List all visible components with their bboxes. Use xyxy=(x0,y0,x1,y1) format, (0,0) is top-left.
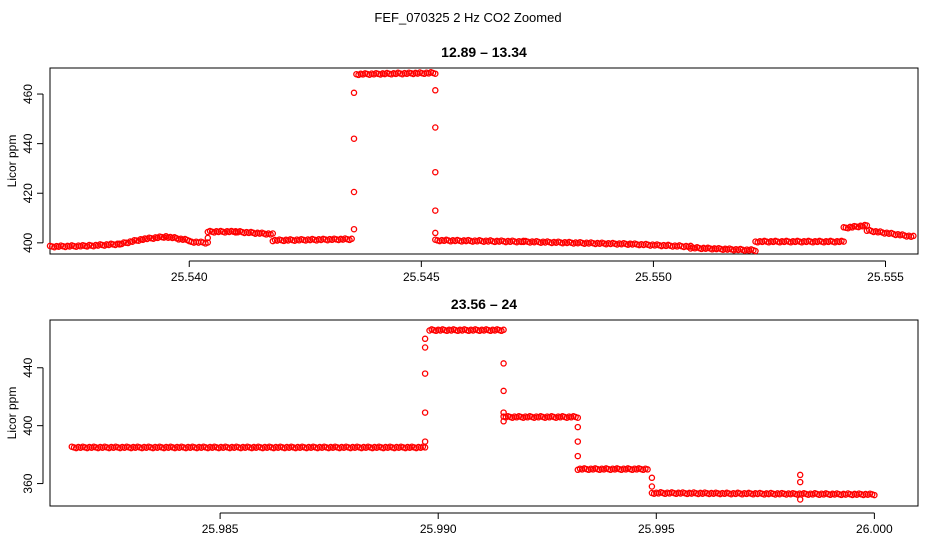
top-x-tick-label: 25.555 xyxy=(867,270,904,284)
top-panel-title: 12.89 – 13.34 xyxy=(441,44,527,60)
top-data-point xyxy=(204,234,212,242)
top-x-axis: 25.540 25.545 25.550 25.555 xyxy=(171,260,904,284)
top-plot-frame xyxy=(49,67,919,255)
top-data-point xyxy=(432,229,439,237)
bottom-data-point xyxy=(421,344,429,351)
top-series-points xyxy=(46,69,917,255)
top-data-point xyxy=(432,70,439,77)
bottom-y-tick-label: 360 xyxy=(21,473,35,493)
top-y-tick-label: 420 xyxy=(21,183,35,203)
top-data-point xyxy=(269,230,277,237)
top-y-tick-label: 460 xyxy=(21,84,35,104)
bottom-data-point xyxy=(871,491,878,499)
bottom-data-point xyxy=(574,423,582,431)
bottom-series-points xyxy=(68,326,878,503)
top-data-point xyxy=(432,168,439,176)
bottom-data-point xyxy=(500,409,507,416)
top-x-tick-label: 25.545 xyxy=(403,270,440,284)
top-data-point xyxy=(348,235,355,243)
bottom-y-axis: 360 400 440 xyxy=(21,357,44,494)
top-data-point xyxy=(350,188,358,196)
bottom-x-tick-label: 25.990 xyxy=(420,522,457,536)
bottom-data-point xyxy=(574,414,582,421)
top-data-point xyxy=(120,239,128,246)
bottom-x-axis: 25.985 25.990 25.995 26.000 xyxy=(202,512,893,536)
bottom-x-tick-label: 25.985 xyxy=(202,522,239,536)
bottom-data-point xyxy=(574,438,582,445)
bottom-data-point xyxy=(574,452,582,460)
bottom-x-tick-label: 26.000 xyxy=(856,522,893,536)
bottom-y-tick-label: 400 xyxy=(21,415,35,435)
bottom-y-axis-title: Licor ppm xyxy=(5,387,19,440)
bottom-data-point xyxy=(500,418,507,425)
top-data-point xyxy=(432,124,439,131)
bottom-y-tick-label: 440 xyxy=(21,357,35,377)
bottom-data-point xyxy=(644,466,651,473)
bottom-data-point xyxy=(648,483,656,490)
bottom-data-point xyxy=(796,471,804,479)
bottom-data-point xyxy=(421,370,429,377)
bottom-data-point xyxy=(648,474,656,482)
bottom-data-point xyxy=(421,409,429,416)
top-y-axis-title: Licor ppm xyxy=(5,135,19,188)
top-x-tick-label: 25.540 xyxy=(171,270,208,284)
bottom-data-point xyxy=(500,326,507,334)
bottom-data-point xyxy=(500,387,507,395)
bottom-data-point xyxy=(796,478,804,486)
bottom-plot-frame xyxy=(49,319,919,507)
top-data-point xyxy=(350,135,358,142)
top-y-axis: 400 420 440 460 xyxy=(21,84,44,253)
top-panel: 12.89 – 13.34 25.540 25.545 25.550 25.555 4… xyxy=(5,44,919,284)
top-data-point xyxy=(910,232,917,240)
top-y-tick-label: 440 xyxy=(21,133,35,153)
top-data-point xyxy=(350,89,358,97)
bottom-panel-title: 23.56 – 24 xyxy=(451,296,517,312)
top-data-point xyxy=(432,207,439,214)
bottom-data-point xyxy=(421,438,429,445)
figure-suptitle: FEF_070325 2 Hz CO2 Zoomed xyxy=(374,10,561,25)
top-x-tick-label: 25.550 xyxy=(635,270,672,284)
top-data-point xyxy=(350,225,358,233)
top-data-point xyxy=(432,87,439,94)
bottom-data-point xyxy=(421,335,429,343)
bottom-x-tick-label: 25.995 xyxy=(638,522,675,536)
bottom-data-point xyxy=(500,360,507,367)
top-data-point xyxy=(840,238,847,245)
bottom-data-point xyxy=(796,496,804,503)
bottom-panel: 23.56 – 24 25.985 25.990 25.995 26.000 360 4… xyxy=(5,296,919,536)
top-data-point xyxy=(752,247,759,255)
top-y-tick-label: 400 xyxy=(21,233,35,253)
